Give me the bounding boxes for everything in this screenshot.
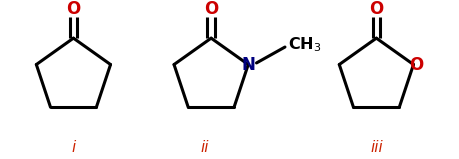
Text: O: O: [409, 55, 423, 73]
Text: O: O: [204, 0, 218, 18]
Text: iii: iii: [370, 140, 383, 155]
Text: ii: ii: [200, 140, 208, 155]
Text: O: O: [66, 0, 81, 18]
Text: CH$_3$: CH$_3$: [288, 35, 322, 54]
Text: i: i: [71, 140, 76, 155]
Text: N: N: [241, 55, 255, 73]
Text: O: O: [369, 0, 384, 18]
